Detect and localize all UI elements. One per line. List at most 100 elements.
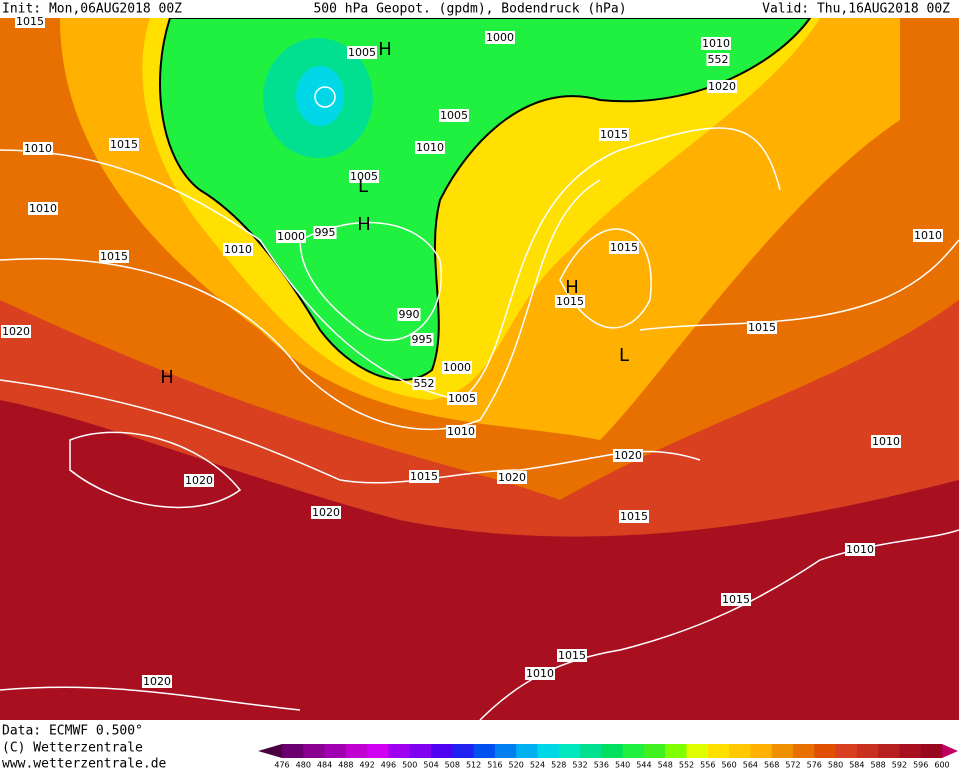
isobar-label: 1020 [614,449,642,462]
colorbar-label: 564 [743,761,758,770]
colorbar-box [601,744,624,758]
website: www.wetterzentrale.de [2,757,167,771]
isobar-label-box [142,675,172,688]
isobar-label: 1000 [443,361,471,374]
isobar-label-box [721,593,751,606]
isobar-label: 1015 [600,128,628,141]
isobar-label-box [701,37,731,50]
colorbar-label: 560 [721,761,736,770]
colorbar-box [899,744,922,758]
isobar-label: 1010 [526,667,554,680]
colorbar-box [729,744,751,758]
colorbar-arrow [942,744,958,758]
isobar-label-box [1,325,31,338]
copyright: (C) Wetterzentrale [2,741,143,756]
colorbar-box [835,744,858,758]
colorbar-label: 584 [849,761,864,770]
colorbar-label: 492 [360,761,375,770]
init-time: Init: Mon,06AUG2018 00Z [2,2,182,17]
isobar-label-box [347,46,377,59]
colorbar-label: 600 [934,761,949,770]
isobar-label-box [410,333,434,346]
isobar-label-box [707,80,737,93]
colorbar-box [388,744,411,758]
colorbar-box [452,744,475,758]
colorbar-label: 536 [594,761,609,770]
isobar-label: 1020 [2,325,30,338]
header-bar [0,0,959,18]
colorbar-label: 516 [487,761,502,770]
colorbar-label: 588 [870,761,885,770]
isobar-label: 1005 [348,46,376,59]
isobar-label: 995 [412,333,433,346]
isobar-label-box [415,141,445,154]
colorbar-box [878,744,900,758]
isobar-label: 1010 [447,425,475,438]
colorbar-label: 544 [636,761,651,770]
colorbar-box [409,744,432,758]
pressure-center: H [357,214,371,235]
isobar-label-box [609,241,639,254]
colorbar-box [282,744,304,758]
colorbar-box [856,744,879,758]
isobar-label: 1015 [748,321,776,334]
colorbar-label: 476 [274,761,289,770]
colorbar-box [431,744,453,758]
isobar-label-box [412,377,436,390]
isobar-label: 1005 [448,392,476,405]
colorbar-label: 596 [913,761,928,770]
isobar-label-box [555,295,585,308]
colorbar-box [665,744,688,758]
pressure-center: H [565,277,579,298]
isobar-label: 1015 [110,138,138,151]
colorbar-box [920,744,943,758]
isobar-label: 1015 [722,593,750,606]
isobar-label: 1010 [846,543,874,556]
colorbar-label: 568 [764,761,779,770]
isobar [559,228,652,329]
isobar-label-box [447,392,477,405]
isobar-label: 1010 [416,141,444,154]
isobar-label: 1020 [312,506,340,519]
isobar-label: 1015 [610,241,638,254]
colorbar-label: 580 [828,761,843,770]
colorbar-box [558,744,581,758]
colorbar-box [324,744,347,758]
isobar [0,179,601,431]
colorbar-label: 540 [615,761,630,770]
isobar-label-box [184,474,214,487]
isobar-label-box [613,449,643,462]
isobar-label: 1015 [556,295,584,308]
isobar-label-box [99,250,129,263]
isobar-label-box [557,649,587,662]
colorbar-box [367,744,389,758]
isobar-label: 1015 [558,649,586,662]
colorbar-label: 496 [381,761,396,770]
isobar-label-box [409,470,439,483]
colorbar-box [494,744,517,758]
pressure-center: L [619,345,629,366]
isobar-label: 1015 [620,510,648,523]
colorbar-box [771,744,794,758]
valid-time: Valid: Thu,16AUG2018 00Z [762,2,950,17]
colorbar-label: 488 [338,761,353,770]
colorbar-box [622,744,645,758]
colorbar-box [792,744,815,758]
isobar-label: 1020 [185,474,213,487]
isobar-label: 1020 [498,471,526,484]
colorbar-box [707,744,730,758]
colorbar-label: 572 [785,761,800,770]
isobar-label: 1015 [410,470,438,483]
data-source: Data: ECMWF 0.500° [2,724,143,739]
height-band [296,66,344,126]
colorbar-box [516,744,538,758]
colorbar-label: 548 [658,761,673,770]
colorbar-label: 532 [572,761,587,770]
isobar [69,431,242,509]
isobar-label-box [446,425,476,438]
colorbar-label: 552 [679,761,694,770]
isobar-label: 1000 [486,31,514,44]
isobar-label-box [442,361,472,374]
pressure-center: L [358,176,368,197]
